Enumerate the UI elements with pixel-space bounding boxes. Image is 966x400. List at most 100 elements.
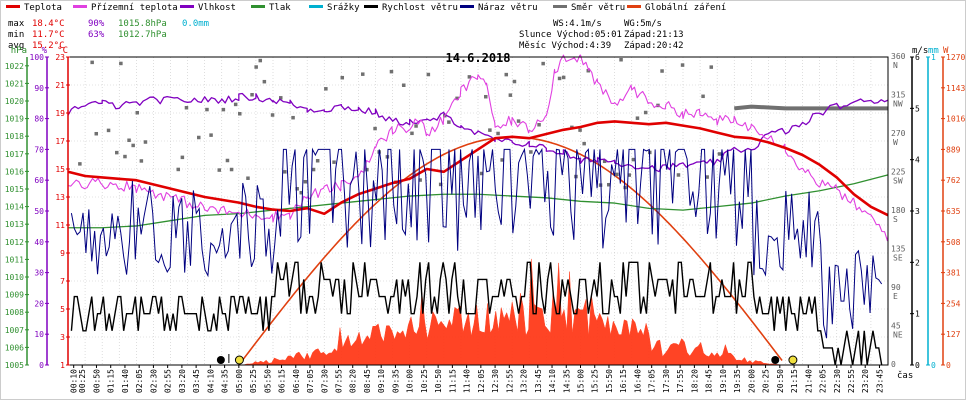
direction-tick-degrees: 360 xyxy=(891,52,906,61)
x-tick-label: 14:10 xyxy=(548,369,557,393)
wind-direction-point xyxy=(303,179,308,184)
wind-direction-point xyxy=(361,72,365,76)
wind-direction-point xyxy=(258,58,263,63)
wind-direction-point xyxy=(426,72,431,77)
x-tick-label: 05:50 xyxy=(263,369,272,393)
legend-swatch-1 xyxy=(73,5,87,8)
wind-axis-tick-label: 1 xyxy=(915,310,920,319)
x-tick-label: 10:25 xyxy=(420,369,429,393)
wind-direction-point xyxy=(484,94,488,99)
humidity-line xyxy=(67,92,889,173)
temperature-series xyxy=(67,120,889,217)
temperature-axis-tick-label: 19 xyxy=(55,109,65,118)
wind-gust-series xyxy=(70,147,883,339)
wind-direction-point xyxy=(180,155,185,160)
x-tick-label: 04:10 xyxy=(206,369,215,393)
humidity-axis-tick-label: 80 xyxy=(34,115,44,124)
wind-direction-point xyxy=(615,172,619,177)
wind-direction-point xyxy=(238,112,242,116)
legend-label-8: Globální záření xyxy=(645,3,726,13)
wind-axis-unit: m/s xyxy=(912,46,928,56)
x-tick-label: 01:15 xyxy=(107,369,116,393)
legend-label-4: Srážky xyxy=(327,3,360,13)
wind-direction-point xyxy=(332,160,336,164)
wind-direction-point xyxy=(250,92,254,97)
pressure-axis-tick-label: 1015 xyxy=(5,185,24,194)
x-tick-label: 19:35 xyxy=(733,369,742,393)
x-tick-label: 10:00 xyxy=(406,369,415,393)
x-tick-label: 11:15 xyxy=(448,369,457,393)
x-tick-label: 11:40 xyxy=(463,369,472,393)
x-tick-label: 17:30 xyxy=(662,369,671,393)
x-tick-label: 23:20 xyxy=(861,369,870,393)
info-moon: Měsíc Východ:4:39 xyxy=(519,41,611,51)
direction-tick-label: N xyxy=(893,61,898,70)
info-sun: Slunce Východ:05:01 xyxy=(519,30,622,40)
legend-swatch-2 xyxy=(180,5,194,8)
x-tick-label: 02:55 xyxy=(164,369,173,393)
wind-direction-point xyxy=(488,128,492,132)
temperature-axis-tick-label: 21 xyxy=(55,81,65,90)
moonrise-marker xyxy=(216,356,225,364)
legend-swatch-0 xyxy=(6,5,20,8)
wind-axis-tick-label: 3 xyxy=(915,207,920,216)
pressure-axis-tick-label: 1020 xyxy=(5,97,24,106)
wind-direction-point xyxy=(512,79,517,84)
wind-direction-point xyxy=(365,167,369,172)
humidity-axis-tick-label: 20 xyxy=(34,299,44,308)
radiation-axis-tick-label: 127 xyxy=(946,330,961,339)
info-wg: WG:5m/s xyxy=(624,19,662,29)
humidity-axis-tick-label: 10 xyxy=(34,330,44,339)
legend-swatch-6 xyxy=(460,5,474,8)
pressure-axis-tick-label: 1013 xyxy=(5,220,24,229)
direction-tick-label: NE xyxy=(893,331,903,340)
direction-tick-degrees: 315 xyxy=(891,91,906,100)
wind-direction-point xyxy=(410,131,414,136)
radiation-axis-tick-label: 1270 xyxy=(946,53,965,62)
wind-direction-point xyxy=(402,83,406,87)
direction-tick-label: E xyxy=(893,292,898,301)
legend-label-6: Náraz větru xyxy=(478,3,538,13)
stats-min-temp: 11.7°C xyxy=(32,30,65,40)
wind-direction-point xyxy=(205,107,209,112)
stats-min-hum: 63% xyxy=(88,30,105,40)
radiation-area xyxy=(238,258,786,366)
direction-tick-degrees: 0 xyxy=(891,360,896,369)
wind-direction-point xyxy=(500,158,504,162)
wind-axis-tick-label: 5 xyxy=(915,104,920,113)
humidity-axis-tick-label: 50 xyxy=(34,207,44,216)
temperature-axis-tick-label: 15 xyxy=(55,165,65,174)
temperature-axis-tick-label: 17 xyxy=(55,137,65,146)
wind-direction-point xyxy=(709,65,714,69)
wind-direction-point xyxy=(299,190,304,195)
x-tick-label: 01:40 xyxy=(121,369,130,393)
wind-direction-point xyxy=(197,135,201,140)
pressure-axis-tick-label: 1005 xyxy=(5,361,24,370)
direction-tick-label: S xyxy=(893,215,898,224)
pressure-axis-tick-label: 1021 xyxy=(5,79,24,88)
pressure-axis-tick-label: 1008 xyxy=(5,308,24,317)
wind-direction-point xyxy=(676,173,681,177)
wind-direction-point xyxy=(557,76,562,81)
radiation-axis-tick-label: 254 xyxy=(946,299,961,308)
wind-direction-point xyxy=(504,72,509,77)
sun-moon-info: WS:4.1m/s WG:5m/s Slunce Východ:05:01 Zá… xyxy=(519,19,684,51)
temperature-axis-tick-label: 13 xyxy=(55,193,65,202)
x-tick-label: 02:30 xyxy=(149,369,158,393)
radiation-axis-tick-label: 1016 xyxy=(946,115,965,124)
wind-direction-point xyxy=(619,57,623,62)
info-ws: WS:4.1m/s xyxy=(553,19,602,29)
wind-direction-point xyxy=(340,75,345,80)
wind-direction-point xyxy=(660,69,664,73)
stats-avg-temp: 15.2°C xyxy=(32,41,65,51)
wind-direction-point xyxy=(586,68,591,73)
direction-tick-degrees: 180 xyxy=(891,206,906,215)
x-tick-label: 15:25 xyxy=(591,369,600,393)
pressure-axis-tick-label: 1012 xyxy=(5,238,24,247)
direction-tick-degrees: 270 xyxy=(891,129,906,138)
pressure-axis-tick-label: 1022 xyxy=(5,62,24,71)
wind-direction-point xyxy=(209,133,213,137)
wind-direction-point xyxy=(270,113,275,117)
wind-direction-point xyxy=(635,116,640,120)
info-moon-set: Západ:20:42 xyxy=(624,41,684,51)
